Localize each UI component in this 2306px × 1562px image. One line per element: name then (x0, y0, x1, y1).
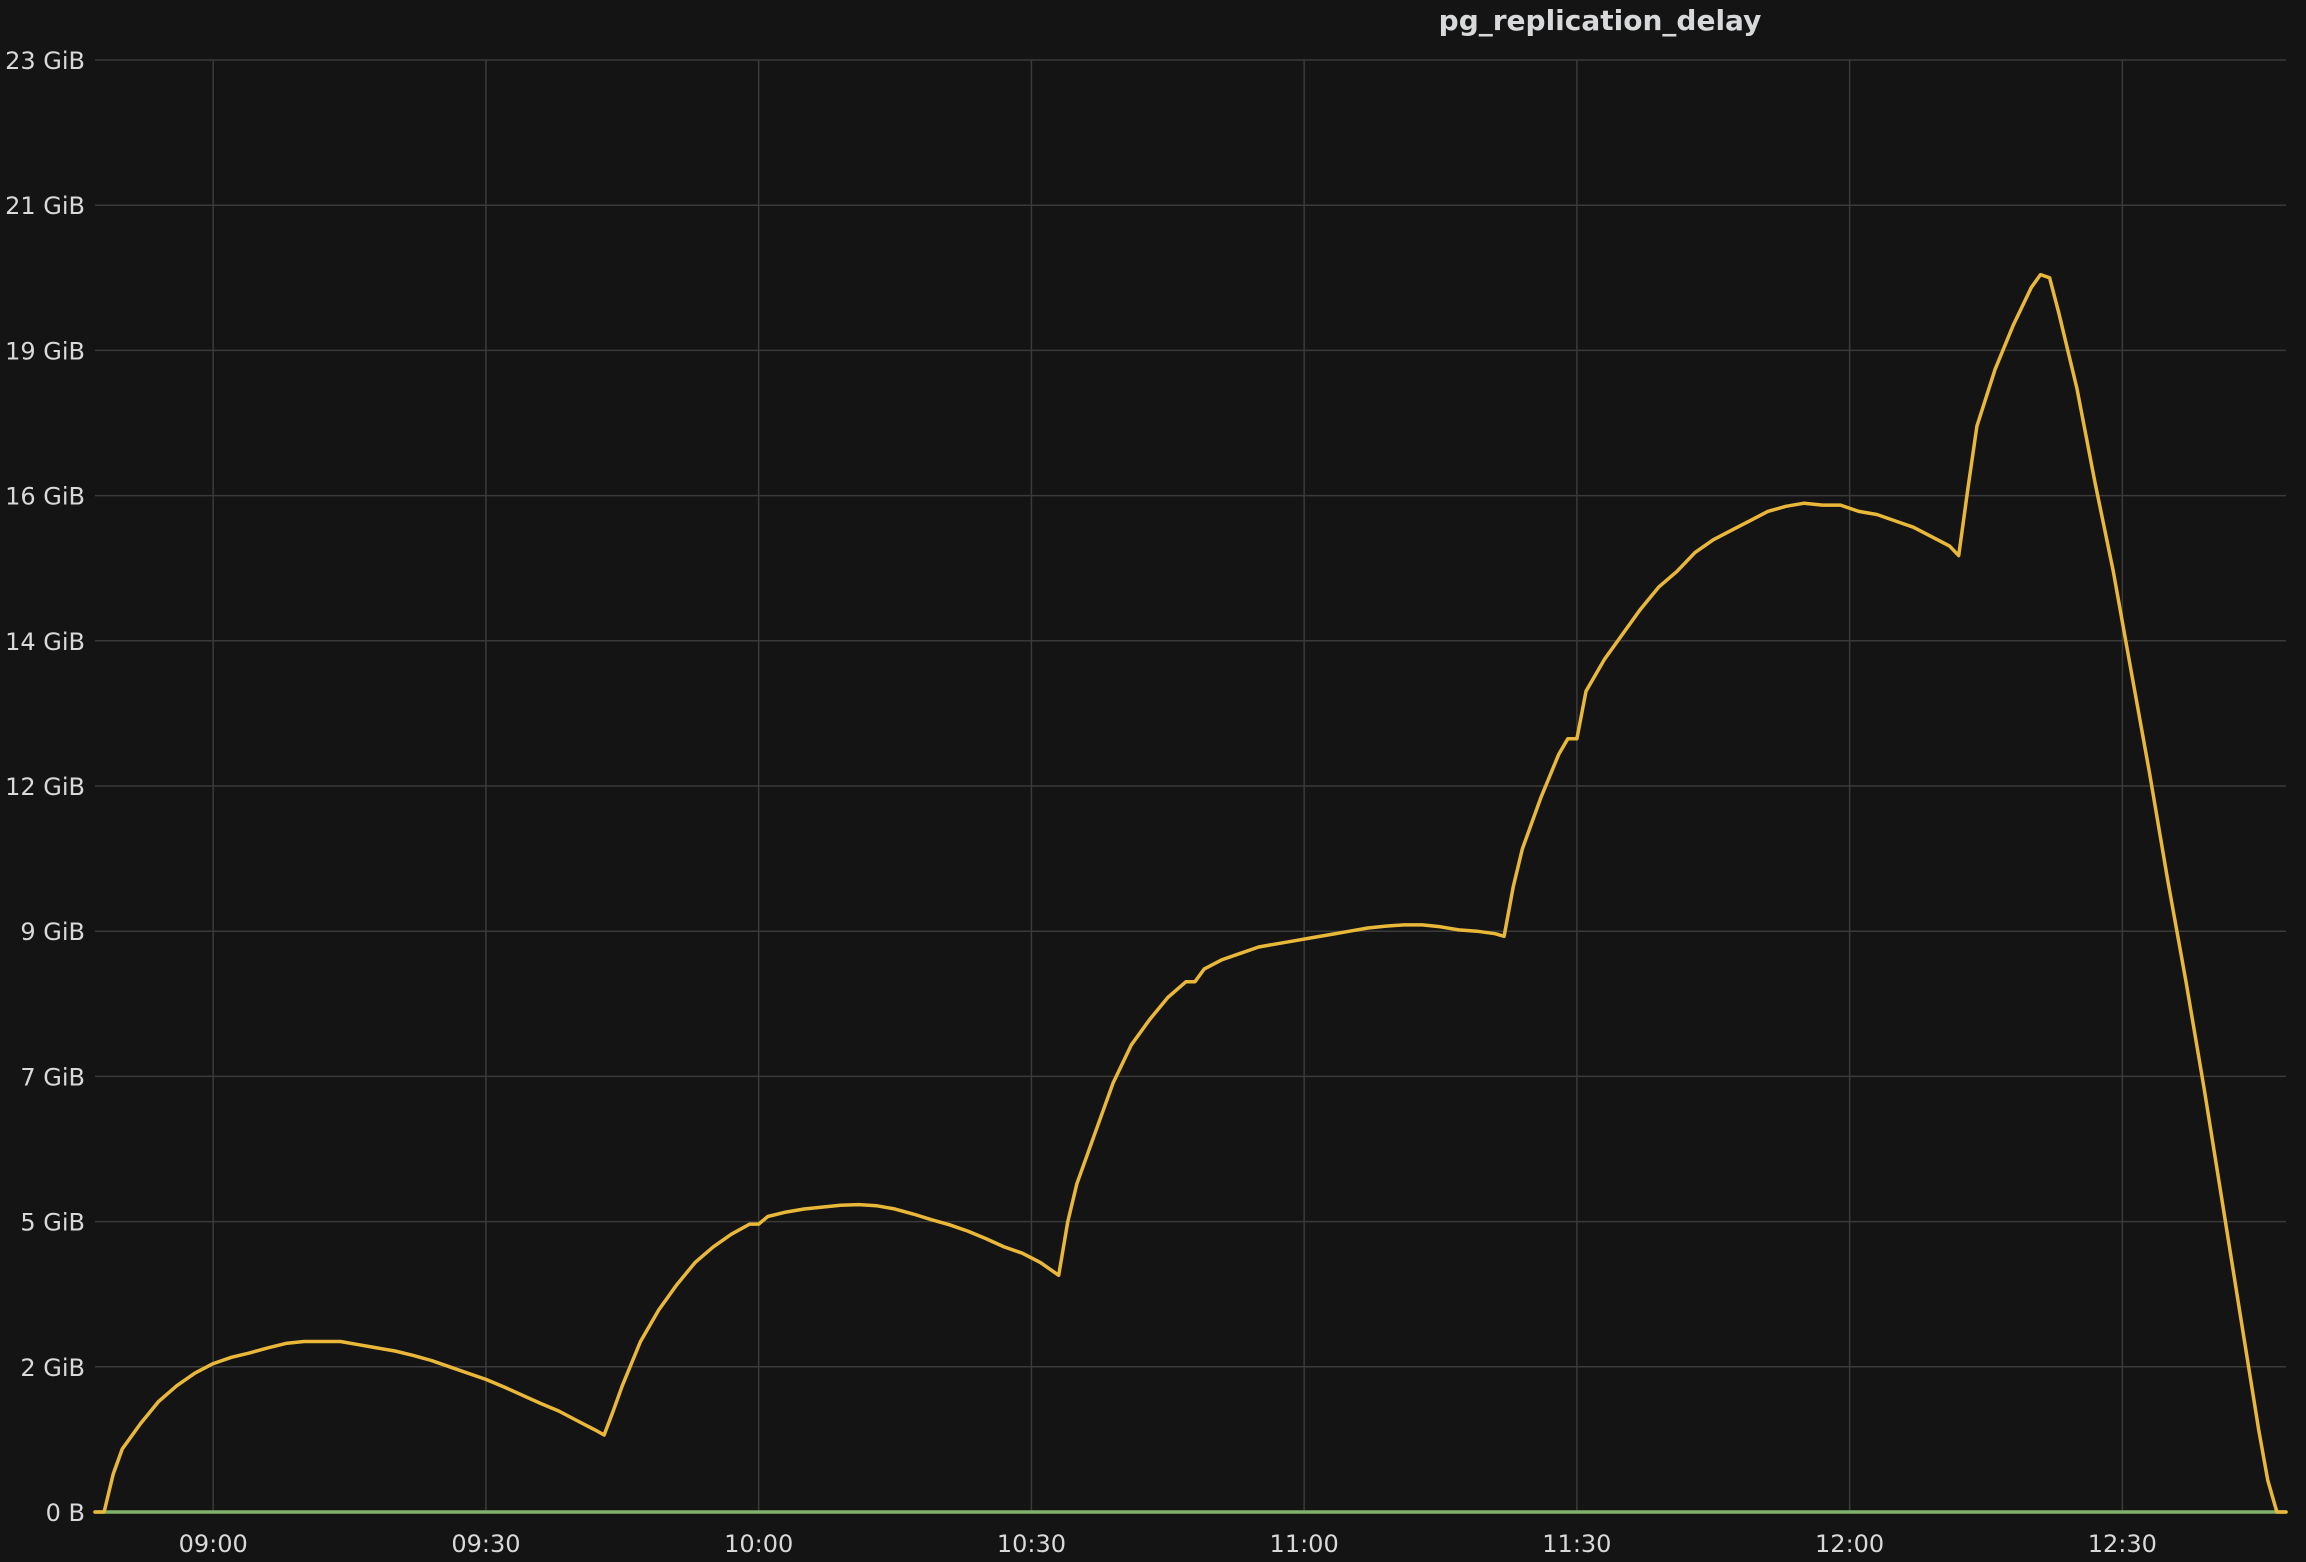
x-tick-label: 10:30 (997, 1530, 1066, 1558)
y-tick-label: 2 GiB (20, 1354, 85, 1382)
chart-series (93, 272, 2288, 1514)
x-tick-label: 10:00 (724, 1530, 793, 1558)
x-tick-label: 11:30 (1542, 1530, 1611, 1558)
y-tick-label: 7 GiB (20, 1063, 85, 1091)
y-tick-label: 9 GiB (20, 918, 85, 946)
y-tick-label: 21 GiB (5, 192, 85, 220)
chart-grid (95, 59, 2286, 1513)
y-tick-label: 16 GiB (5, 483, 85, 511)
x-tick-label: 09:30 (451, 1530, 520, 1558)
x-axis-labels: 09:00 09:30 10:00 10:30 11:00 11:30 12:00 12:30 (179, 1530, 2157, 1558)
y-axis-labels: 0 B 2 GiB 5 GiB 7 GiB 9 GiB 12 GiB 14 GiB 16 Gi… (5, 47, 85, 1527)
x-tick-label: 12:00 (1815, 1530, 1884, 1558)
y-tick-label: 12 GiB (5, 773, 85, 801)
y-tick-label: 14 GiB (5, 628, 85, 656)
y-tick-label: 0 B (46, 1499, 85, 1527)
y-tick-label: 19 GiB (5, 337, 85, 365)
y-tick-label: 5 GiB (20, 1209, 85, 1237)
series-line-replication-delay[interactable] (93, 272, 2288, 1514)
x-tick-label: 12:30 (2088, 1530, 2157, 1558)
x-tick-label: 09:00 (179, 1530, 248, 1558)
x-tick-label: 11:00 (1270, 1530, 1339, 1558)
y-tick-label: 23 GiB (5, 47, 85, 75)
panel-title[interactable]: pg_replication_delay (1438, 4, 1762, 37)
